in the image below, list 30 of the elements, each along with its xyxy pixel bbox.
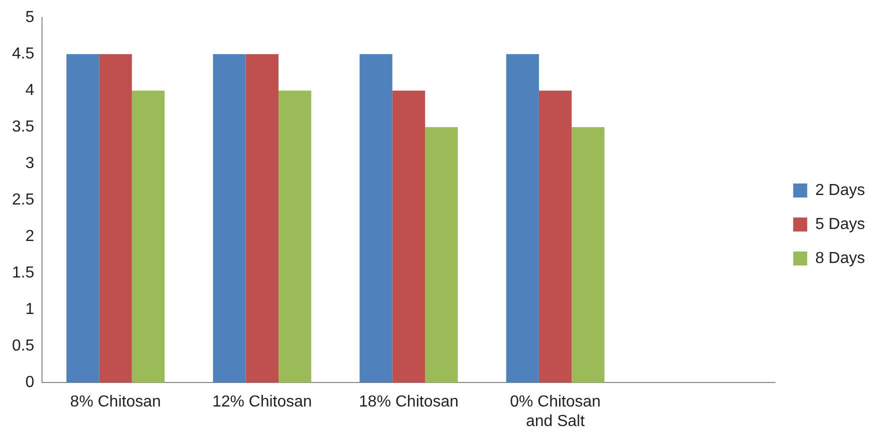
bar	[246, 54, 278, 383]
bar	[360, 54, 392, 383]
y-tick-label: 1	[25, 301, 34, 318]
bar	[425, 127, 458, 383]
y-tick-label: 4	[25, 82, 34, 100]
y-tick-label: 4.5	[12, 46, 34, 63]
bar	[506, 54, 539, 383]
bar	[572, 127, 604, 383]
y-tick-label: 2.5	[12, 192, 34, 209]
legend-label: 2 Days	[815, 182, 865, 199]
bar	[132, 90, 165, 383]
bar	[538, 90, 572, 383]
bar	[213, 54, 246, 383]
y-tick-label: 3	[25, 155, 34, 172]
x-tick-label: 18% Chitosan	[358, 394, 459, 411]
bar	[278, 90, 312, 383]
y-tick-label: 0.5	[12, 338, 34, 355]
bar	[392, 90, 426, 383]
y-tick-label: 0	[25, 374, 34, 392]
y-tick-label: 3.5	[12, 118, 34, 136]
x-tick-label: 8% Chitosan	[70, 394, 161, 411]
bar	[66, 54, 100, 383]
y-tick-label: 5	[25, 9, 34, 26]
legend-label: 5 Days	[815, 216, 865, 233]
y-tick-label: 1.5	[12, 264, 34, 282]
x-tick-label: 0% Chitosan and Salt	[510, 394, 601, 430]
x-tick-label: 12% Chitosan	[212, 394, 312, 411]
bar	[99, 54, 132, 383]
y-tick-label: 2	[25, 228, 34, 246]
legend-label: 8 Days	[815, 250, 865, 267]
